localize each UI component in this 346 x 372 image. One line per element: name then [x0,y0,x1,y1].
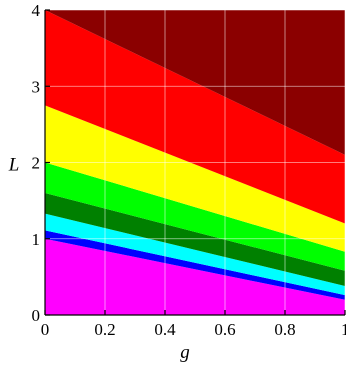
grid-layer [45,9,346,315]
x-axis-title: g [180,342,190,363]
ticks-layer: 0 0.2 0.4 0.6 0.8 1 0 1 2 3 4 [32,1,346,339]
region-band-5 [45,162,345,271]
regions-layer [45,10,345,315]
y-tick-label: 0 [32,306,41,325]
region-band-7 [45,10,345,224]
x-tick-label: 1 [341,320,346,339]
x-tick-label: 0.4 [154,320,176,339]
x-tick-label: 0 [41,320,50,339]
y-tick-label: 4 [32,1,41,20]
x-tick-label: 0.8 [274,320,295,339]
y-tick-label: 1 [32,230,41,249]
region-band-6 [45,105,345,252]
region-band-1 [45,238,345,315]
y-axis-title: L [8,155,20,176]
region-band-3 [45,213,345,296]
region-band-4 [45,193,345,287]
x-tick-label: 0.2 [94,320,115,339]
y-tick-label: 2 [32,154,41,173]
x-tick-label: 0.6 [214,320,235,339]
region-band-8 [45,10,345,155]
y-tick-label: 3 [32,77,41,96]
region-band-2 [45,230,345,300]
